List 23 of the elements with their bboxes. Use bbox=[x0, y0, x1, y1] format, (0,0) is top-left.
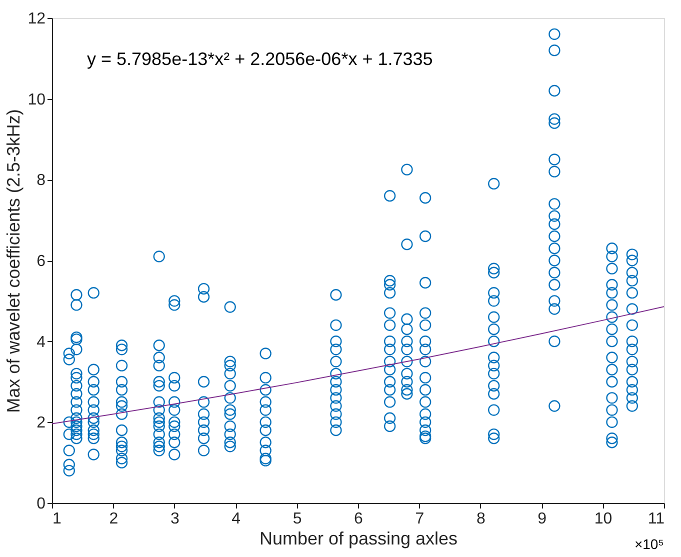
x-tick-label: 7 bbox=[415, 510, 424, 528]
y-tick-label: 12 bbox=[28, 10, 46, 28]
x-tick-label: 9 bbox=[538, 510, 547, 528]
y-tick-label: 2 bbox=[36, 414, 46, 432]
y-tick-label: 0 bbox=[36, 496, 46, 512]
annotation: y = 5.7985e-13*x² + 2.2056e-06*x + 1.7335 bbox=[87, 49, 433, 69]
y-tick-label: 8 bbox=[36, 172, 46, 190]
x-tick-label: 4 bbox=[232, 510, 241, 528]
x-tick-label: 10 bbox=[594, 510, 612, 528]
x-tick-label: 11 bbox=[648, 510, 665, 528]
y-tick-label: 4 bbox=[36, 334, 46, 351]
y-axis-title: Max of wavelet coefficients (2.5-3kHz) bbox=[4, 109, 24, 413]
x-tick-label: 6 bbox=[354, 510, 364, 528]
y-tick-label: 10 bbox=[28, 91, 46, 108]
x-tick-label: 3 bbox=[170, 510, 180, 528]
x-tick-label: 5 bbox=[292, 510, 302, 528]
y-tick-label: 6 bbox=[36, 253, 46, 270]
text: ×10⁵ bbox=[634, 536, 664, 552]
x-tick-label: 1 bbox=[52, 510, 62, 528]
x-tick-label: 8 bbox=[476, 510, 486, 528]
x-axis-title: Number of passing axles bbox=[259, 528, 458, 548]
line-series bbox=[52, 306, 664, 424]
x-tick-label: 2 bbox=[109, 510, 118, 528]
